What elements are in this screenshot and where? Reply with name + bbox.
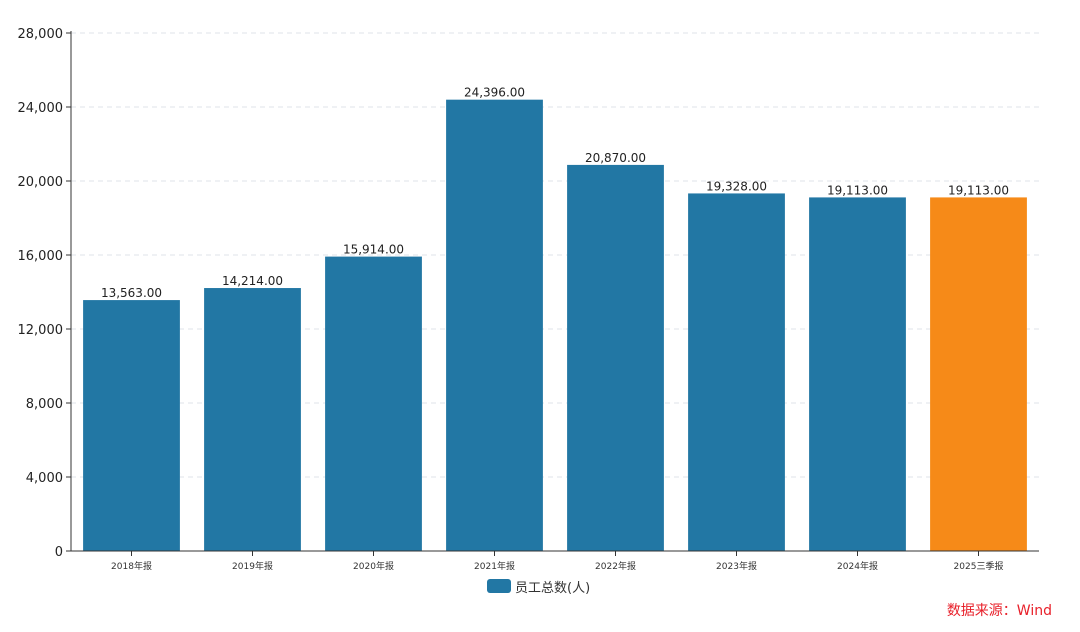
data-label: 19,113.00 [948,183,1009,197]
x-tick-label: 2021年报 [474,560,515,572]
y-tick-label: 24,000 [18,101,64,116]
legend: 员工总数(人) [487,577,591,596]
bar [688,193,785,551]
x-tick-label: 2024年报 [837,560,878,572]
bar [204,288,301,551]
x-tick-label: 2022年报 [595,560,636,572]
data-label: 19,328.00 [706,179,767,193]
bar [446,99,543,551]
x-tick-label: 2023年报 [716,560,757,572]
legend-swatch [487,579,511,593]
data-label: 20,870.00 [585,151,646,165]
bar [567,164,664,551]
data-label: 19,113.00 [827,183,888,197]
y-tick-label: 0 [55,545,63,560]
bar [809,197,906,552]
legend-label: 员工总数(人) [515,580,591,596]
y-tick-label: 16,000 [18,249,64,264]
data-label: 13,563.00 [101,286,162,300]
y-tick-label: 4,000 [26,471,63,486]
y-tick-label: 28,000 [18,27,64,42]
y-tick-label: 8,000 [26,397,63,412]
x-tick-label: 2018年报 [111,560,152,572]
x-tick-label: 2019年报 [232,560,273,572]
bar [930,197,1027,552]
y-tick-label: 12,000 [18,323,64,338]
data-label: 14,214.00 [222,274,283,288]
data-label: 15,914.00 [343,243,404,257]
data-label: 24,396.00 [464,86,525,100]
x-tick-label: 2025三季报 [954,560,1004,572]
data-source-note: 数据来源：Wind [946,603,1052,619]
bar [83,300,180,551]
x-tick-label: 2020年报 [353,560,394,572]
bar [325,256,422,551]
y-tick-label: 20,000 [18,175,64,190]
